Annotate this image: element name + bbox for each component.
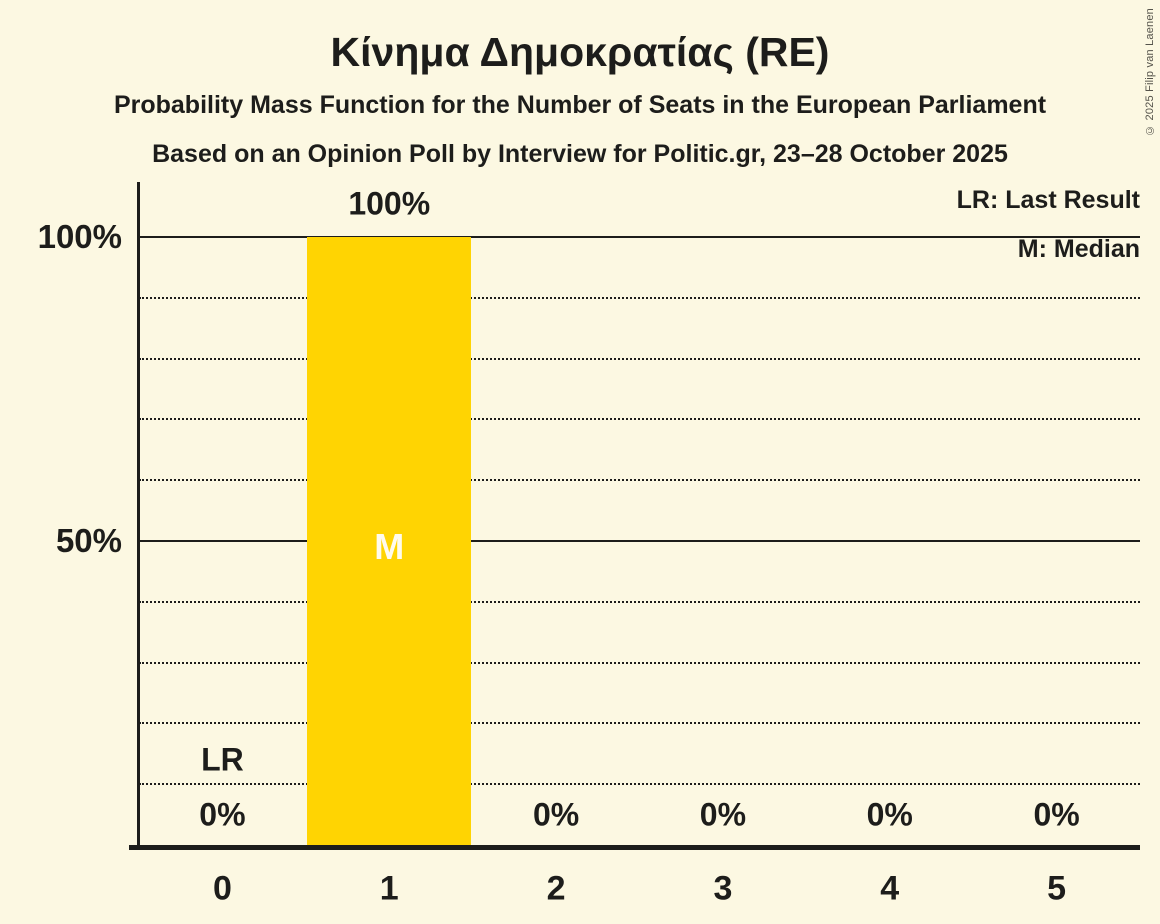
x-tick-label-5: 5	[1047, 869, 1067, 908]
gridline-solid-100pct	[139, 236, 1140, 238]
x-tick-label-1: 1	[379, 869, 399, 908]
x-tick-label-3: 3	[713, 869, 733, 908]
copyright-notice: © 2025 Filip van Laenen	[1144, 8, 1156, 136]
gridline-dotted-80pct	[139, 357, 1140, 360]
gridline-dotted-70pct	[139, 418, 1140, 421]
bar-seats-1	[307, 237, 472, 845]
bar-value-label: 0%	[866, 796, 913, 833]
gridline-dotted-90pct	[139, 296, 1140, 299]
bar-value-label: 0%	[532, 796, 580, 833]
x-tick-label-4: 4	[880, 869, 900, 908]
x-tick-label-0: 0	[212, 869, 232, 908]
gridline-dotted-40pct	[139, 600, 1140, 603]
bar-value-label: 100%	[348, 185, 431, 222]
bar-value-label: 0%	[699, 796, 747, 833]
y-axis-line	[137, 182, 140, 850]
x-axis-line	[129, 845, 1140, 850]
bar-value-label: 0%	[1033, 796, 1080, 833]
gridline-dotted-20pct	[139, 722, 1140, 725]
y-tick-label-50pct: 50%	[55, 522, 122, 559]
chart-subtitle-line1: Probability Mass Function for the Number…	[113, 91, 1047, 119]
gridline-dotted-60pct	[139, 479, 1140, 482]
legend-median: M: Median	[1017, 235, 1140, 263]
chart-subtitle-line2: Based on an Opinion Poll by Interview fo…	[152, 140, 1008, 168]
last-result-marker: LR	[201, 741, 244, 778]
legend-last-result: LR: Last Result	[956, 186, 1140, 214]
x-tick-label-2: 2	[546, 869, 566, 908]
gridline-solid-50pct	[139, 540, 1140, 542]
y-tick-label-100pct: 100%	[37, 218, 122, 255]
median-marker: M	[374, 526, 405, 567]
chart-title: Κίνημα Δημοκρατίας (RE)	[330, 29, 830, 75]
bar-value-label: 0%	[199, 796, 246, 833]
gridline-dotted-10pct	[139, 783, 1140, 786]
gridline-dotted-30pct	[139, 661, 1140, 664]
